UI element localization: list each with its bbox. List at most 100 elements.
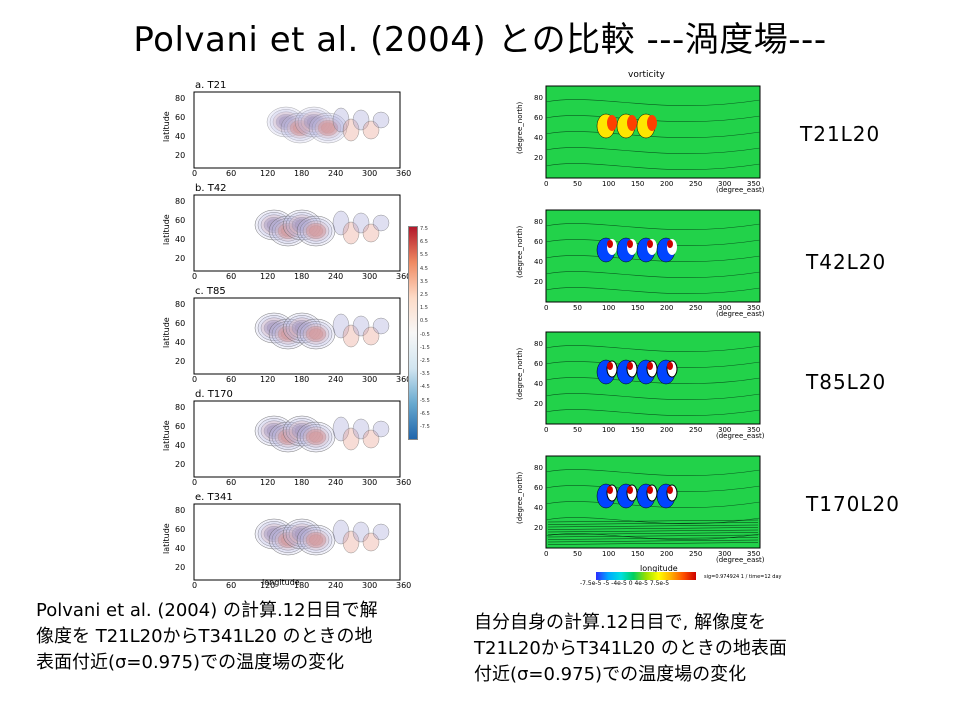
contour (317, 120, 339, 136)
x-tick-label: 240 (328, 478, 344, 487)
x-tick-label: 120 (260, 581, 276, 590)
noise-line (547, 537, 759, 540)
x-tick-label: 0 (192, 478, 198, 487)
y-tick-label: 20 (534, 524, 543, 532)
x-tick-label: 360 (396, 169, 412, 178)
vortex-core (647, 115, 657, 131)
vorticity-title: vorticity (628, 70, 665, 80)
noise-line (547, 524, 759, 528)
plot-frame (193, 503, 401, 581)
x-tick-label: 0 (544, 550, 549, 558)
x-tick-label: 240 (328, 581, 344, 590)
vorticity-legend-bar (596, 572, 696, 580)
x-tick-label: 350 (747, 304, 761, 312)
y-tick-label: 20 (534, 400, 543, 408)
contour (302, 426, 330, 448)
x-tick-label: 300 (718, 550, 732, 558)
y-tick-label: 80 (175, 197, 186, 206)
y-tick-label: 60 (534, 114, 543, 122)
y-axis-label: latitude (162, 214, 171, 245)
x-tick-label: 240 (328, 272, 344, 281)
contour-line (545, 163, 761, 170)
left-xlabel: longitude (262, 578, 300, 587)
y-tick-label: 40 (534, 380, 543, 388)
y-axis-label: (degree_north) (516, 471, 524, 524)
contour-line (545, 255, 761, 262)
contour-line (545, 223, 761, 230)
y-tick-label: 40 (175, 544, 186, 553)
panel-label: b. T42 (195, 183, 227, 194)
contour (296, 318, 336, 350)
contour (305, 532, 327, 549)
colorbar-tick: -6.5 (420, 410, 430, 417)
noise-line (547, 529, 759, 533)
noise-line (547, 539, 759, 543)
x-tick-label: 0 (192, 169, 198, 178)
contour-line (545, 501, 761, 508)
contour (296, 524, 336, 556)
caption-right-line: T21L20からT341L20 のときの地表面 (474, 638, 787, 659)
y-tick-label: 40 (175, 132, 186, 141)
x-tick-label: 250 (689, 180, 703, 188)
x-tick-label: 0 (192, 581, 198, 590)
y-tick-label: 80 (534, 464, 543, 472)
y-tick-label: 80 (175, 94, 186, 103)
right-panel: 80 60 40 20 0 50 100 150 200 250 300 350 (degree_nor… (508, 206, 770, 318)
vortex-center (667, 486, 673, 494)
y-axis-label: latitude (162, 111, 171, 142)
contour (372, 214, 390, 232)
x-tick-label: 250 (689, 304, 703, 312)
contour (332, 519, 350, 545)
x-tick-label: 60 (226, 169, 237, 178)
y-tick-label: 20 (175, 151, 186, 160)
x-tick-label: 240 (328, 375, 344, 384)
colorbar-tick: 0.5 (420, 318, 428, 325)
x-axis-label: (degree_east) (716, 556, 765, 564)
x-axis-label: (degree_east) (716, 310, 765, 318)
y-tick-label: 40 (175, 235, 186, 244)
contour-line (545, 287, 761, 294)
contour (342, 530, 360, 554)
contour (332, 107, 350, 133)
x-tick-label: 240 (328, 169, 344, 178)
x-tick-label: 50 (573, 180, 582, 188)
contour (372, 111, 390, 129)
right-bottom-label: longitude (640, 564, 678, 573)
y-tick-label: 40 (534, 258, 543, 266)
label-t42l20: T42L20 (806, 250, 887, 274)
x-tick-label: 350 (747, 550, 761, 558)
contour (352, 109, 370, 131)
colorbar-tick: -0.5 (420, 331, 430, 338)
contour-line (545, 99, 761, 106)
x-tick-label: 60 (226, 272, 237, 281)
contour-line (545, 533, 761, 540)
x-tick-label: 0 (544, 180, 549, 188)
caption-left-line: 表面付近(σ=0.975)での温度場の変化 (36, 652, 345, 673)
noise-line (547, 522, 759, 525)
vortex-center (607, 362, 613, 370)
colorbar-tick: -5.5 (420, 397, 430, 404)
contour-line (545, 345, 761, 352)
vorticity-legend-ticks: -7.5e-5 -5 -4e-5 0 4e-5 7.5e-5 (580, 580, 670, 587)
contour (352, 212, 370, 234)
y-tick-label: 40 (534, 134, 543, 142)
noise-line (547, 519, 759, 523)
y-tick-label: 20 (175, 357, 186, 366)
label-t21l20: T21L20 (800, 122, 881, 146)
y-tick-label: 60 (534, 360, 543, 368)
y-tick-label: 80 (534, 218, 543, 226)
x-tick-label: 350 (747, 180, 761, 188)
contour-line (545, 147, 761, 154)
contour (296, 421, 336, 453)
vortex-center (627, 486, 633, 494)
vortex-center (667, 362, 673, 370)
contour-line (545, 409, 761, 416)
left-colorbar (408, 226, 418, 440)
vorticity-note: sig=0.974924 1 / time=12 day (704, 574, 782, 580)
contour (314, 117, 342, 139)
y-tick-label: 80 (534, 94, 543, 102)
colorbar-tick: -1.5 (420, 344, 430, 351)
colorbar-tick: 6.5 (420, 239, 428, 246)
contour (342, 324, 360, 348)
caption-right-line: 付近(σ=0.975)での温度場の変化 (474, 664, 747, 685)
